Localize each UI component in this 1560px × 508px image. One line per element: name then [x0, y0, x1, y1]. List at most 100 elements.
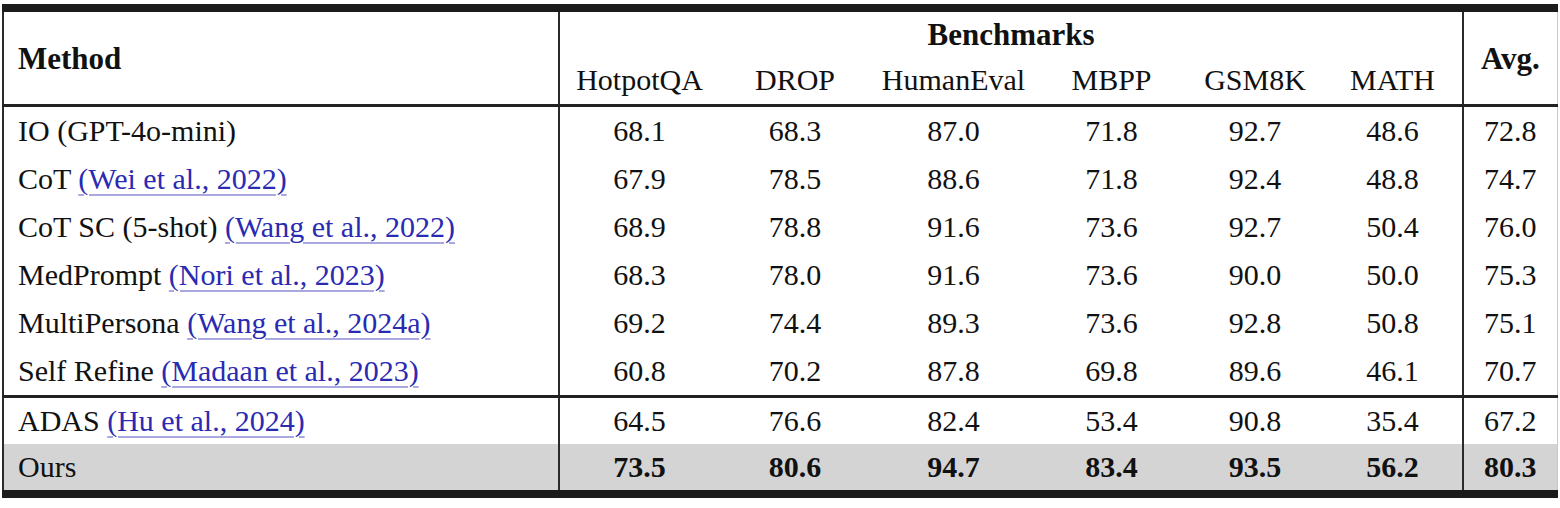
avg-cell: 75.3: [1463, 251, 1557, 299]
score-cell: 71.8: [1036, 155, 1187, 203]
score-cell: 89.3: [871, 299, 1036, 347]
method-cell: IO (GPT-4o-mini): [3, 106, 559, 156]
avg-cell: 72.8: [1463, 106, 1557, 156]
table-body: IO (GPT-4o-mini)68.168.387.071.892.748.6…: [3, 106, 1557, 495]
score-cell: 92.8: [1187, 299, 1323, 347]
column-header-math: MATH: [1323, 56, 1463, 106]
score-cell: 50.8: [1323, 299, 1463, 347]
method-name: Self Refine: [18, 354, 154, 387]
header-row-benchmarks: Method Benchmarks Avg.: [3, 8, 1557, 56]
score-cell: 67.9: [559, 155, 719, 203]
score-cell: 73.6: [1036, 203, 1187, 251]
method-cell: Ours: [3, 444, 559, 494]
table-row: MedPrompt (Nori et al., 2023)68.378.091.…: [3, 251, 1557, 299]
avg-cell: 75.1: [1463, 299, 1557, 347]
score-cell: 78.5: [719, 155, 871, 203]
method-cell: MedPrompt (Nori et al., 2023): [3, 251, 559, 299]
method-name: MedPrompt: [18, 258, 161, 291]
method-cell: ADAS (Hu et al., 2024): [3, 397, 559, 445]
method-column-header: Method: [3, 8, 559, 106]
score-cell: 50.4: [1323, 203, 1463, 251]
score-cell: 68.1: [559, 106, 719, 156]
score-cell: 68.3: [719, 106, 871, 156]
citation-link[interactable]: (Hu et al., 2024): [107, 404, 304, 437]
citation-link[interactable]: (Wei et al., 2022): [78, 162, 286, 195]
citation-link[interactable]: (Nori et al., 2023): [169, 258, 385, 291]
score-cell: 48.6: [1323, 106, 1463, 156]
score-cell: 68.9: [559, 203, 719, 251]
score-cell: 90.8: [1187, 397, 1323, 445]
citation-link[interactable]: (Wang et al., 2022): [225, 210, 455, 243]
avg-cell: 80.3: [1463, 444, 1557, 494]
score-cell: 91.6: [871, 251, 1036, 299]
table-row: CoT (Wei et al., 2022)67.978.588.671.892…: [3, 155, 1557, 203]
benchmark-results-table: Method Benchmarks Avg. HotpotQADROPHuman…: [2, 4, 1558, 498]
method-cell: CoT SC (5-shot) (Wang et al., 2022): [3, 203, 559, 251]
score-cell: 69.8: [1036, 347, 1187, 397]
benchmarks-group-header: Benchmarks: [559, 8, 1463, 56]
method-name: MultiPersona: [18, 306, 180, 339]
score-cell: 92.4: [1187, 155, 1323, 203]
score-cell: 60.8: [559, 347, 719, 397]
score-cell: 76.6: [719, 397, 871, 445]
score-cell: 89.6: [1187, 347, 1323, 397]
avg-cell: 74.7: [1463, 155, 1557, 203]
score-cell: 78.8: [719, 203, 871, 251]
avg-cell: 67.2: [1463, 397, 1557, 445]
table-row: ADAS (Hu et al., 2024)64.576.682.453.490…: [3, 397, 1557, 445]
score-cell: 46.1: [1323, 347, 1463, 397]
score-cell: 64.5: [559, 397, 719, 445]
score-cell: 68.3: [559, 251, 719, 299]
score-cell: 92.7: [1187, 203, 1323, 251]
table-row: IO (GPT-4o-mini) 68.168.387.071.892.748.6…: [3, 106, 1557, 156]
score-cell: 91.6: [871, 203, 1036, 251]
method-name: CoT: [18, 162, 71, 195]
score-cell: 93.5: [1187, 444, 1323, 494]
table-row: Ours 73.580.694.783.493.556.280.3: [3, 444, 1557, 494]
score-cell: 73.5: [559, 444, 719, 494]
score-cell: 69.2: [559, 299, 719, 347]
score-cell: 87.0: [871, 106, 1036, 156]
table-row: Self Refine (Madaan et al., 2023)60.870.…: [3, 347, 1557, 397]
method-name: CoT SC (5-shot): [18, 210, 217, 243]
score-cell: 90.0: [1187, 251, 1323, 299]
citation-link[interactable]: (Madaan et al., 2023): [161, 354, 418, 387]
score-cell: 92.7: [1187, 106, 1323, 156]
avg-cell: 70.7: [1463, 347, 1557, 397]
score-cell: 70.2: [719, 347, 871, 397]
score-cell: 80.6: [719, 444, 871, 494]
score-cell: 87.8: [871, 347, 1036, 397]
column-header-mbpp: MBPP: [1036, 56, 1187, 106]
score-cell: 35.4: [1323, 397, 1463, 445]
method-cell: CoT (Wei et al., 2022): [3, 155, 559, 203]
table-header: Method Benchmarks Avg. HotpotQADROPHuman…: [3, 8, 1557, 106]
score-cell: 82.4: [871, 397, 1036, 445]
results-table-container: Method Benchmarks Avg. HotpotQADROPHuman…: [2, 4, 1558, 498]
column-header-humaneval: HumanEval: [871, 56, 1036, 106]
score-cell: 53.4: [1036, 397, 1187, 445]
method-cell: Self Refine (Madaan et al., 2023): [3, 347, 559, 397]
method-name: ADAS: [18, 404, 100, 437]
score-cell: 56.2: [1323, 444, 1463, 494]
score-cell: 78.0: [719, 251, 871, 299]
avg-column-header: Avg.: [1463, 8, 1557, 106]
avg-cell: 76.0: [1463, 203, 1557, 251]
table-row: MultiPersona (Wang et al., 2024a)69.274.…: [3, 299, 1557, 347]
table-row: CoT SC (5-shot) (Wang et al., 2022)68.97…: [3, 203, 1557, 251]
score-cell: 73.6: [1036, 251, 1187, 299]
column-header-gsm8k: GSM8K: [1187, 56, 1323, 106]
method-cell: MultiPersona (Wang et al., 2024a): [3, 299, 559, 347]
score-cell: 74.4: [719, 299, 871, 347]
score-cell: 48.8: [1323, 155, 1463, 203]
score-cell: 94.7: [871, 444, 1036, 494]
score-cell: 50.0: [1323, 251, 1463, 299]
score-cell: 73.6: [1036, 299, 1187, 347]
score-cell: 83.4: [1036, 444, 1187, 494]
column-header-drop: DROP: [719, 56, 871, 106]
score-cell: 71.8: [1036, 106, 1187, 156]
method-name: Ours: [18, 450, 76, 483]
citation-link[interactable]: (Wang et al., 2024a): [187, 306, 430, 339]
column-header-hotpotqa: HotpotQA: [559, 56, 719, 106]
score-cell: 88.6: [871, 155, 1036, 203]
method-name: IO (GPT-4o-mini): [18, 114, 236, 147]
